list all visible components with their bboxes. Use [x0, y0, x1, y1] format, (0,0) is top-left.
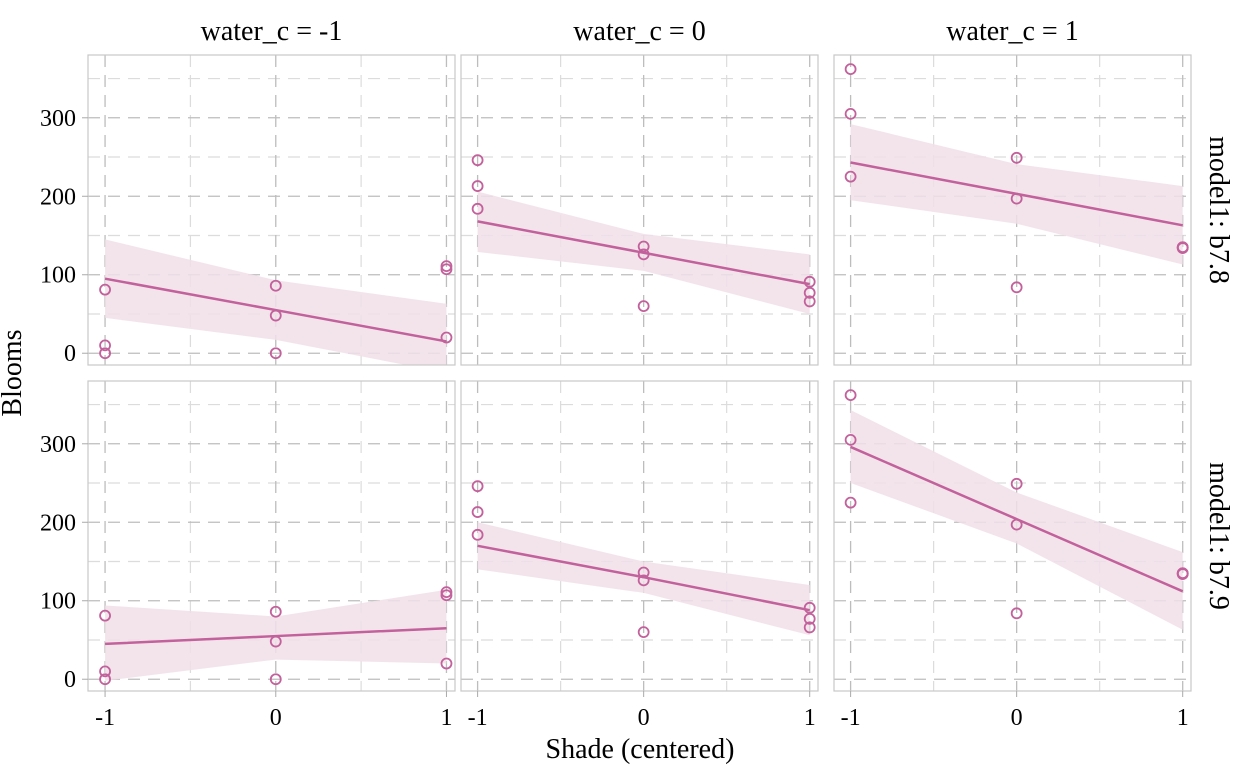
data-point	[1176, 567, 1189, 580]
panel-model1-b7-9-col-2: -1 0 1	[833, 380, 1192, 731]
data-point	[440, 589, 453, 602]
data-point	[99, 339, 111, 352]
data-point	[844, 63, 857, 76]
x-tick-label: -1	[841, 705, 861, 731]
data-point	[471, 202, 484, 215]
x-tick-label: 0	[270, 705, 282, 731]
credible-interval-band	[105, 239, 447, 365]
panel-border	[460, 380, 819, 692]
row-strips: model1: b7.8 model1: b7.9	[1203, 136, 1234, 610]
data-point	[1010, 151, 1023, 164]
data-point	[637, 300, 650, 313]
credible-interval-band	[477, 522, 810, 636]
panel-model1-b7-8-col-1	[460, 54, 819, 366]
data-point	[637, 566, 650, 579]
y-tick-label: 200	[40, 510, 76, 536]
panel-model1-b7-9-col-0: 0 100 200 300 -1 0 1	[40, 380, 456, 731]
data-point	[440, 263, 453, 276]
data-point	[99, 609, 111, 622]
data-point	[637, 626, 650, 639]
data-point	[99, 347, 111, 360]
data-point	[99, 665, 111, 678]
x-tick-label: -1	[95, 705, 115, 731]
x-tick-label: 1	[440, 705, 452, 731]
y-tick-label: 200	[40, 184, 76, 210]
data-point	[99, 283, 111, 296]
row-strip-label: model1: b7.8	[1203, 136, 1234, 284]
data-point	[471, 180, 484, 192]
data-point	[637, 240, 650, 253]
data-point	[269, 673, 282, 686]
panel-border	[833, 380, 1192, 692]
x-tick-label: 1	[1177, 705, 1189, 731]
y-tick-label: 300	[40, 106, 76, 132]
data-point	[1010, 281, 1023, 294]
data-point	[269, 605, 282, 618]
x-tick-label: -1	[468, 705, 488, 731]
data-point	[1010, 477, 1023, 490]
data-point	[844, 389, 857, 402]
column-strips: water_c = -1 water_c = 0 water_c = 1	[201, 16, 1079, 47]
panel-model1-b7-9-col-1: -1 0 1	[460, 380, 819, 731]
data-point	[471, 528, 484, 541]
data-point	[803, 601, 816, 614]
data-point	[440, 260, 453, 273]
data-point	[471, 480, 484, 493]
data-point	[844, 496, 857, 509]
data-point	[269, 347, 282, 360]
data-point	[1010, 607, 1023, 620]
data-point	[803, 275, 816, 288]
data-point	[1010, 192, 1023, 205]
data-point	[440, 586, 453, 599]
x-axis-label: Shade (centered)	[546, 734, 735, 765]
data-point	[637, 574, 650, 587]
data-point	[269, 279, 282, 292]
data-point	[803, 621, 816, 634]
panels: 0 100 200 300 0 100 200 300 -1 0 1 -1 0 1 -1 0 1	[40, 54, 1192, 731]
data-point	[99, 673, 111, 686]
y-tick-label: 300	[40, 432, 76, 458]
data-point	[269, 309, 282, 322]
panel-border	[87, 380, 456, 692]
y-axis-label: Blooms	[0, 329, 28, 416]
x-tick-label: 1	[804, 705, 816, 731]
panel-border	[87, 54, 456, 366]
panel-model1-b7-8-col-0: 0 100 200 300	[40, 54, 456, 367]
panel-border	[460, 54, 819, 366]
column-strip-label: water_c = 1	[946, 16, 1078, 47]
x-tick-label: 0	[638, 705, 650, 731]
data-point	[471, 506, 484, 518]
column-strip-label: water_c = -1	[201, 16, 343, 47]
data-point	[844, 433, 857, 446]
data-point	[637, 248, 650, 261]
data-point	[844, 170, 857, 183]
data-point	[844, 107, 857, 120]
data-point	[803, 612, 816, 625]
data-point	[803, 295, 816, 308]
x-tick-label: 0	[1011, 705, 1023, 731]
column-strip-label: water_c = 0	[573, 16, 705, 47]
data-point	[269, 635, 282, 648]
y-tick-label: 100	[40, 589, 76, 615]
fit-line	[477, 220, 810, 286]
data-point	[440, 331, 453, 344]
data-point	[1010, 518, 1023, 531]
data-point	[803, 286, 816, 299]
y-tick-label: 0	[64, 667, 76, 693]
data-point	[440, 657, 453, 670]
data-point	[471, 154, 484, 167]
data-point	[1176, 241, 1189, 254]
panel-border	[833, 54, 1192, 366]
y-tick-label: 0	[64, 341, 76, 367]
row-strip-label: model1: b7.9	[1203, 462, 1234, 610]
y-tick-label: 100	[40, 263, 76, 289]
panel-model1-b7-8-col-2	[833, 54, 1192, 366]
